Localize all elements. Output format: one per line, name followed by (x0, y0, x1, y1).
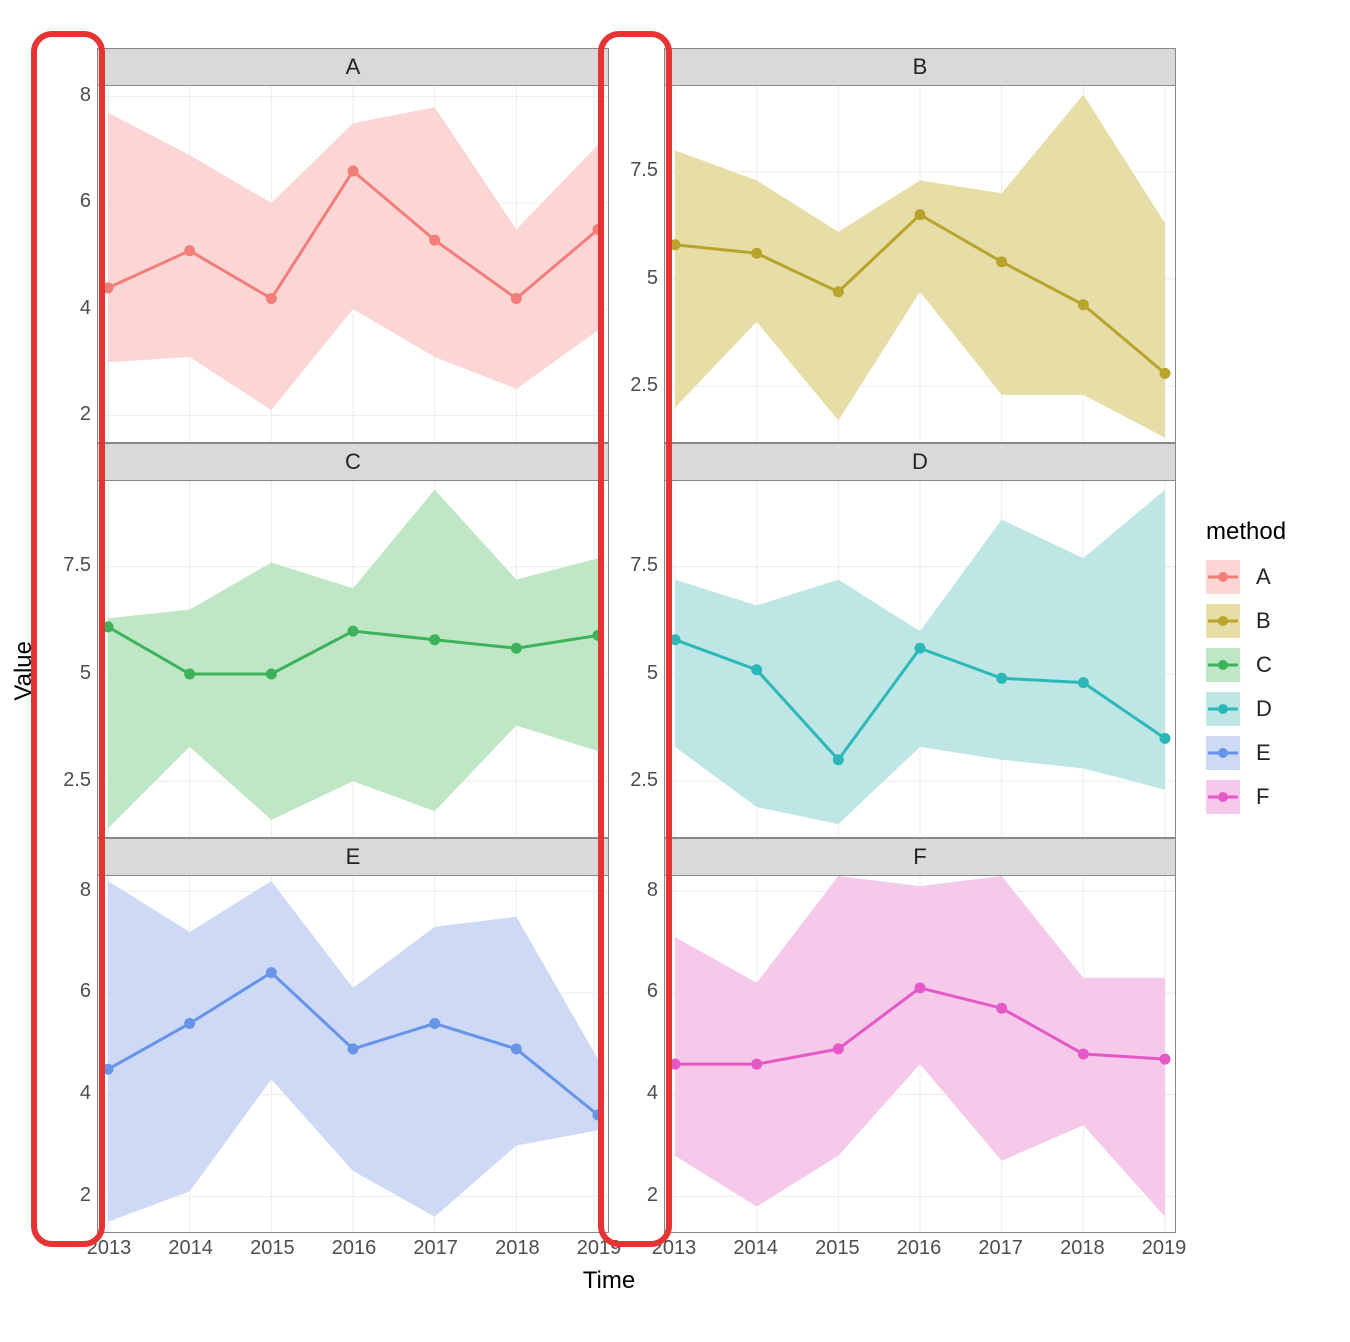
legend-label: E (1256, 740, 1271, 766)
y-tick-label: 6 (80, 980, 91, 1003)
y-tick-label: 7.5 (630, 554, 658, 577)
x-tick-label: 2016 (895, 1237, 943, 1260)
x-tick-label: 2017 (977, 1237, 1025, 1260)
x-tick-label: 2018 (493, 1237, 541, 1260)
legend-label: F (1256, 784, 1269, 810)
legend-item-F: F (1206, 780, 1272, 814)
facet-panel-E: E (97, 838, 609, 1233)
legend-item-C: C (1206, 648, 1272, 682)
y-tick-label: 2.5 (630, 374, 658, 397)
y-tick-label: 2 (80, 403, 91, 426)
x-axis-ticks: 2013201420152016201720182019 (99, 1237, 609, 1265)
panel-strip: E (98, 839, 608, 876)
y-axis: 2 4 6 8 (42, 48, 97, 440)
x-axis-label: Time (44, 1267, 1174, 1295)
plot-area (665, 86, 1175, 442)
plot-area (98, 481, 608, 837)
x-tick-label: 2013 (650, 1237, 698, 1260)
facet-panel-A: A (97, 48, 609, 443)
x-axis-rows: 2013 2014 2015 2016 2017 2018 2019 2013 2014 2015… (44, 1233, 1174, 1265)
cell-A: 2 4 6 8 A (42, 48, 609, 443)
panel-strip: C (98, 444, 608, 481)
facet-panel-B: B (664, 48, 1176, 443)
y-axis: 2.5 5 7.5 (609, 48, 664, 440)
legend-swatch-icon (1206, 736, 1240, 770)
y-tick-label: 7.5 (630, 159, 658, 182)
y-axis: 2 4 6 8 (42, 838, 97, 1230)
legend-label: A (1256, 564, 1271, 590)
x-tick-label: 2017 (412, 1237, 460, 1260)
y-axis: 2.5 5 7.5 (609, 443, 664, 835)
x-axis-ticks: 2013201420152016201720182019 (664, 1237, 1174, 1265)
y-tick-label: 4 (80, 297, 91, 320)
y-tick-label: 4 (80, 1082, 91, 1105)
y-tick-label: 2.5 (63, 769, 91, 792)
legend-swatch-icon (1206, 692, 1240, 726)
cell-B: 2.5 5 7.5 B (609, 48, 1176, 443)
plot-area (665, 876, 1175, 1232)
plot-area (98, 876, 608, 1232)
legend-swatch-icon (1206, 780, 1240, 814)
plot-area (665, 481, 1175, 837)
facet-panel-C: C (97, 443, 609, 838)
legend-label: C (1256, 652, 1272, 678)
cell-C: 2.5 5 7.5 C (42, 443, 609, 838)
y-tick-label: 2 (647, 1184, 658, 1207)
y-tick-label: 2.5 (630, 769, 658, 792)
y-axis: 2 4 6 8 (609, 838, 664, 1230)
x-tick-label: 2014 (167, 1237, 215, 1260)
legend-swatch-icon (1206, 560, 1240, 594)
facet-panel-F: F (664, 838, 1176, 1233)
legend-item-B: B (1206, 604, 1272, 638)
x-tick-label: 2016 (330, 1237, 378, 1260)
plot-area (98, 86, 608, 442)
legend-swatch-icon (1206, 648, 1240, 682)
ylabel-container: Value (10, 71, 42, 1271)
y-tick-label: 8 (80, 879, 91, 902)
x-tick-label: 2015 (813, 1237, 861, 1260)
panel-strip: F (665, 839, 1175, 876)
panel-strip: B (665, 49, 1175, 86)
y-tick-label: 8 (647, 879, 658, 902)
y-axis-label: Value (10, 641, 38, 701)
y-tick-label: 6 (647, 980, 658, 1003)
y-tick-label: 8 (80, 84, 91, 107)
cell-E: 2 4 6 8 E (42, 838, 609, 1233)
x-tick-label: 2014 (732, 1237, 780, 1260)
legend-label: B (1256, 608, 1271, 634)
page-root: Value 2 4 6 8 A 2.5 5 7.5 B 2.5 5 7.5 C 2.5 5 7.5… (0, 0, 1350, 1342)
legend-items: A B C D (1206, 560, 1272, 824)
legend-label: D (1256, 696, 1272, 722)
x-tick-label: 2019 (575, 1237, 623, 1260)
x-tick-label: 2015 (248, 1237, 296, 1260)
legend-swatch-icon (1206, 604, 1240, 638)
y-axis: 2.5 5 7.5 (42, 443, 97, 835)
legend: method A B C (1206, 518, 1286, 824)
y-tick-label: 7.5 (63, 554, 91, 577)
y-tick-label: 5 (647, 662, 658, 685)
legend-item-E: E (1206, 736, 1272, 770)
y-tick-label: 5 (647, 267, 658, 290)
legend-title: method (1206, 518, 1286, 546)
legend-item-D: D (1206, 692, 1272, 726)
y-tick-label: 4 (647, 1082, 658, 1105)
panel-strip: A (98, 49, 608, 86)
legend-item-A: A (1206, 560, 1272, 594)
cell-F: 2 4 6 8 F (609, 838, 1176, 1233)
y-tick-label: 5 (80, 662, 91, 685)
facet-panel-D: D (664, 443, 1176, 838)
x-tick-label: 2013 (85, 1237, 133, 1260)
x-tick-label: 2019 (1140, 1237, 1188, 1260)
x-tick-label: 2018 (1058, 1237, 1106, 1260)
y-tick-label: 2 (80, 1184, 91, 1207)
charts-block: 2 4 6 8 A 2.5 5 7.5 B 2.5 5 7.5 C 2.5 5 7.5 D 2 4 6… (42, 48, 1176, 1295)
facet-grid: 2 4 6 8 A 2.5 5 7.5 B 2.5 5 7.5 C 2.5 5 7.5 D 2 4 6… (42, 48, 1176, 1233)
panel-strip: D (665, 444, 1175, 481)
y-tick-label: 6 (80, 190, 91, 213)
cell-D: 2.5 5 7.5 D (609, 443, 1176, 838)
